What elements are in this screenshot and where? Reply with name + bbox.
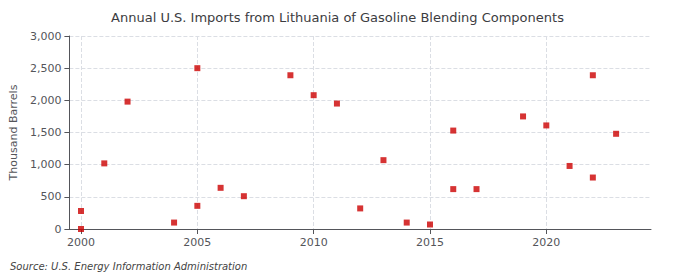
- svg-text:0: 0: [54, 223, 61, 236]
- svg-text:2020: 2020: [532, 236, 560, 249]
- svg-text:Annual U.S. Imports from Lithu: Annual U.S. Imports from Lithuania of Ga…: [111, 10, 564, 25]
- svg-text:Source: U.S. Energy Informatio: Source: U.S. Energy Information Administ…: [10, 261, 247, 272]
- svg-text:2005: 2005: [183, 236, 211, 249]
- svg-text:2015: 2015: [416, 236, 444, 249]
- svg-text:1,000: 1,000: [30, 158, 62, 171]
- svg-text:2,500: 2,500: [30, 62, 62, 75]
- svg-text:2010: 2010: [300, 236, 328, 249]
- svg-text:2,000: 2,000: [30, 94, 62, 107]
- svg-text:Thousand Barrels: Thousand Barrels: [7, 84, 20, 181]
- svg-text:500: 500: [40, 190, 61, 203]
- svg-text:3,000: 3,000: [30, 30, 62, 43]
- svg-text:1,500: 1,500: [30, 126, 62, 139]
- svg-text:2000: 2000: [67, 236, 95, 249]
